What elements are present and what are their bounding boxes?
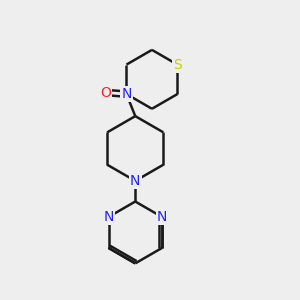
Text: N: N — [130, 174, 140, 188]
Text: S: S — [173, 58, 182, 72]
Text: N: N — [121, 87, 132, 101]
Text: N: N — [103, 210, 114, 224]
Text: N: N — [157, 210, 167, 224]
Text: O: O — [100, 85, 111, 100]
